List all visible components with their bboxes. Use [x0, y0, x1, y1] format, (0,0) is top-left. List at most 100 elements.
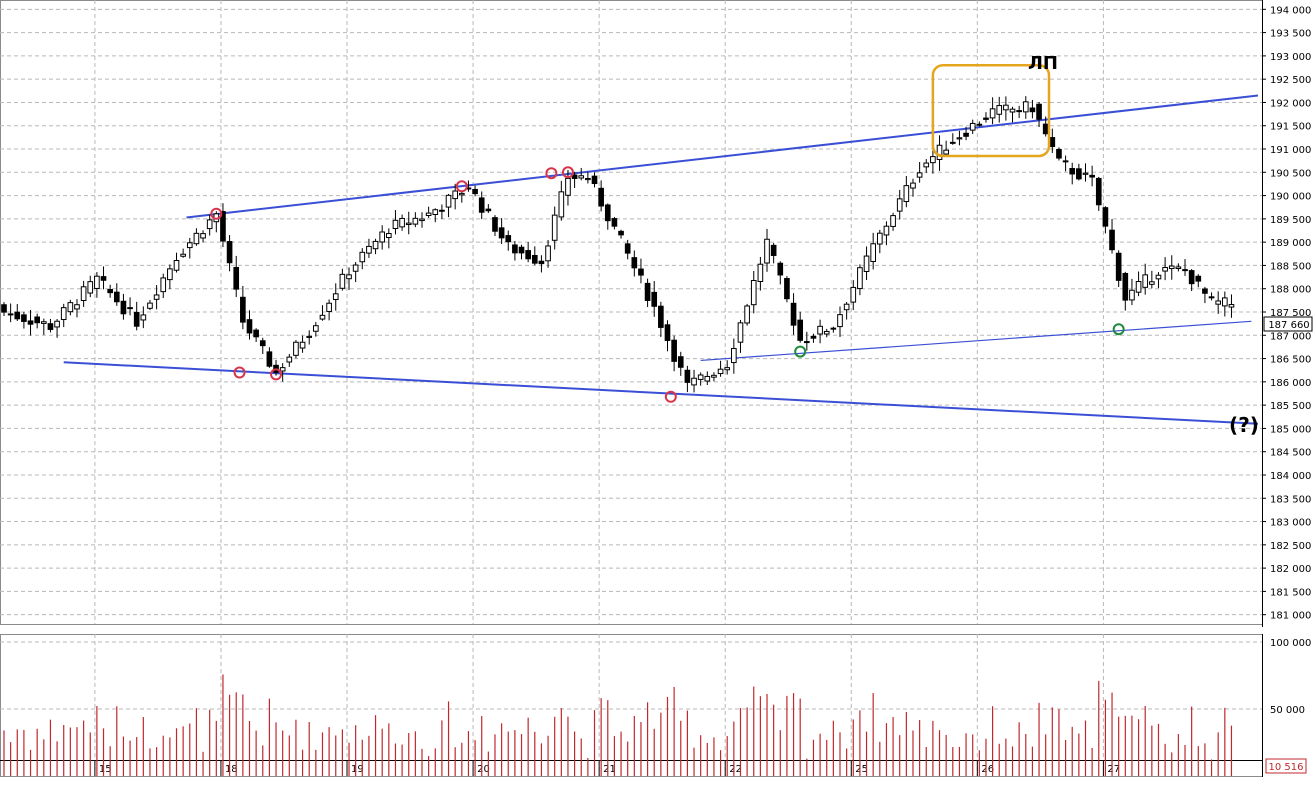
trendline-lower	[63, 361, 1259, 425]
candle-body	[160, 277, 167, 293]
candle-body	[797, 319, 804, 341]
candle-body	[445, 194, 452, 208]
candle-body	[1188, 270, 1195, 285]
price-tick-label: 184 000	[1270, 471, 1311, 482]
candle-body	[1089, 174, 1095, 178]
price-tick-label: 186 500	[1270, 355, 1311, 366]
candle-body	[784, 278, 790, 300]
candle-body	[930, 156, 936, 164]
candle-body	[850, 286, 857, 303]
candlesticks	[1, 96, 1235, 393]
candle-body	[677, 356, 684, 368]
candle-body	[558, 191, 565, 218]
last-volume-label: 10 516	[1269, 762, 1304, 773]
question-label: (?)	[1229, 413, 1259, 437]
candle-body	[691, 377, 697, 386]
candle-body	[206, 219, 213, 230]
candle-body	[485, 208, 492, 212]
candle-body	[857, 267, 863, 290]
candle-body	[804, 341, 810, 344]
candle-body	[658, 305, 664, 328]
candle-body	[1102, 207, 1109, 227]
candle-body	[1056, 148, 1062, 159]
candle-body	[996, 105, 1003, 115]
candle-body	[34, 316, 40, 324]
candle-body	[1222, 297, 1228, 307]
candle-body	[399, 217, 405, 228]
grid-lines	[0, 0, 1262, 776]
price-tick-label: 185 500	[1270, 401, 1311, 412]
pivot-marker	[270, 368, 283, 381]
candle-body	[949, 141, 956, 144]
candle-body	[983, 117, 989, 120]
candle-body	[1182, 269, 1188, 272]
candle-body	[1016, 110, 1022, 113]
candle-body	[279, 367, 286, 372]
candle-body	[133, 311, 140, 327]
candle-body	[107, 288, 113, 294]
price-tick-label: 194 000	[1270, 5, 1311, 16]
price-tick-label: 182 500	[1270, 541, 1311, 552]
trendline-upper	[186, 94, 1259, 219]
pivot-marker	[210, 207, 223, 220]
date-tick-label: 22	[729, 764, 742, 775]
candle-body	[963, 132, 969, 137]
price-tick-label: 181 500	[1270, 587, 1311, 598]
candle-body	[359, 251, 366, 263]
volume-axis: 100 000 50 000	[1270, 638, 1311, 716]
candle-body	[823, 330, 830, 335]
candle-body	[843, 303, 850, 311]
candle-body	[492, 217, 498, 232]
candle-body	[153, 294, 160, 300]
volume-bars	[3, 674, 1233, 776]
candle-body	[74, 304, 80, 310]
candle-body	[585, 178, 591, 181]
candle-body	[1022, 101, 1029, 113]
candle-body	[724, 367, 731, 371]
date-tick-label: 19	[351, 764, 364, 775]
price-tick-label: 189 000	[1270, 238, 1311, 249]
candle-body	[551, 214, 558, 241]
candle-body	[1003, 104, 1009, 111]
candle-body	[936, 144, 943, 161]
candle-body	[94, 275, 100, 289]
trendline-support	[700, 320, 1252, 362]
candle-body	[737, 322, 744, 343]
candle-body	[1062, 160, 1069, 163]
candle-body	[425, 212, 432, 216]
candle-body	[100, 276, 107, 281]
candle-body	[916, 172, 923, 178]
candle-body	[1149, 281, 1155, 285]
candle-body	[770, 244, 777, 256]
pivot-marker	[233, 366, 246, 379]
pivot-marker	[664, 390, 677, 403]
candle-body	[253, 329, 259, 338]
candle-body	[366, 245, 372, 254]
candle-body	[817, 325, 823, 335]
candle-body	[299, 341, 306, 349]
date-tick-label: 18	[225, 764, 238, 775]
volume-tick-label: 100 000	[1270, 638, 1311, 649]
candle-body	[87, 281, 94, 294]
candle-body	[531, 254, 538, 264]
candle-body	[790, 302, 797, 326]
candle-body	[744, 305, 750, 324]
candle-body	[313, 325, 319, 332]
candle-body	[1042, 123, 1049, 135]
candle-body	[651, 291, 658, 307]
candle-body	[7, 313, 14, 316]
candle-body	[27, 320, 34, 325]
candle-body	[830, 327, 837, 330]
candle-body	[319, 314, 326, 320]
candle-body	[969, 122, 976, 131]
candle-body	[538, 260, 545, 265]
candle-body	[1228, 304, 1235, 308]
candle-body	[518, 246, 525, 254]
box-label: ЛП	[1028, 53, 1058, 74]
candle-body	[405, 222, 412, 226]
price-tick-label: 190 000	[1270, 192, 1311, 203]
candle-body	[591, 175, 598, 185]
candle-body	[1168, 265, 1175, 270]
candle-body	[837, 314, 843, 328]
candle-body	[1142, 274, 1149, 288]
